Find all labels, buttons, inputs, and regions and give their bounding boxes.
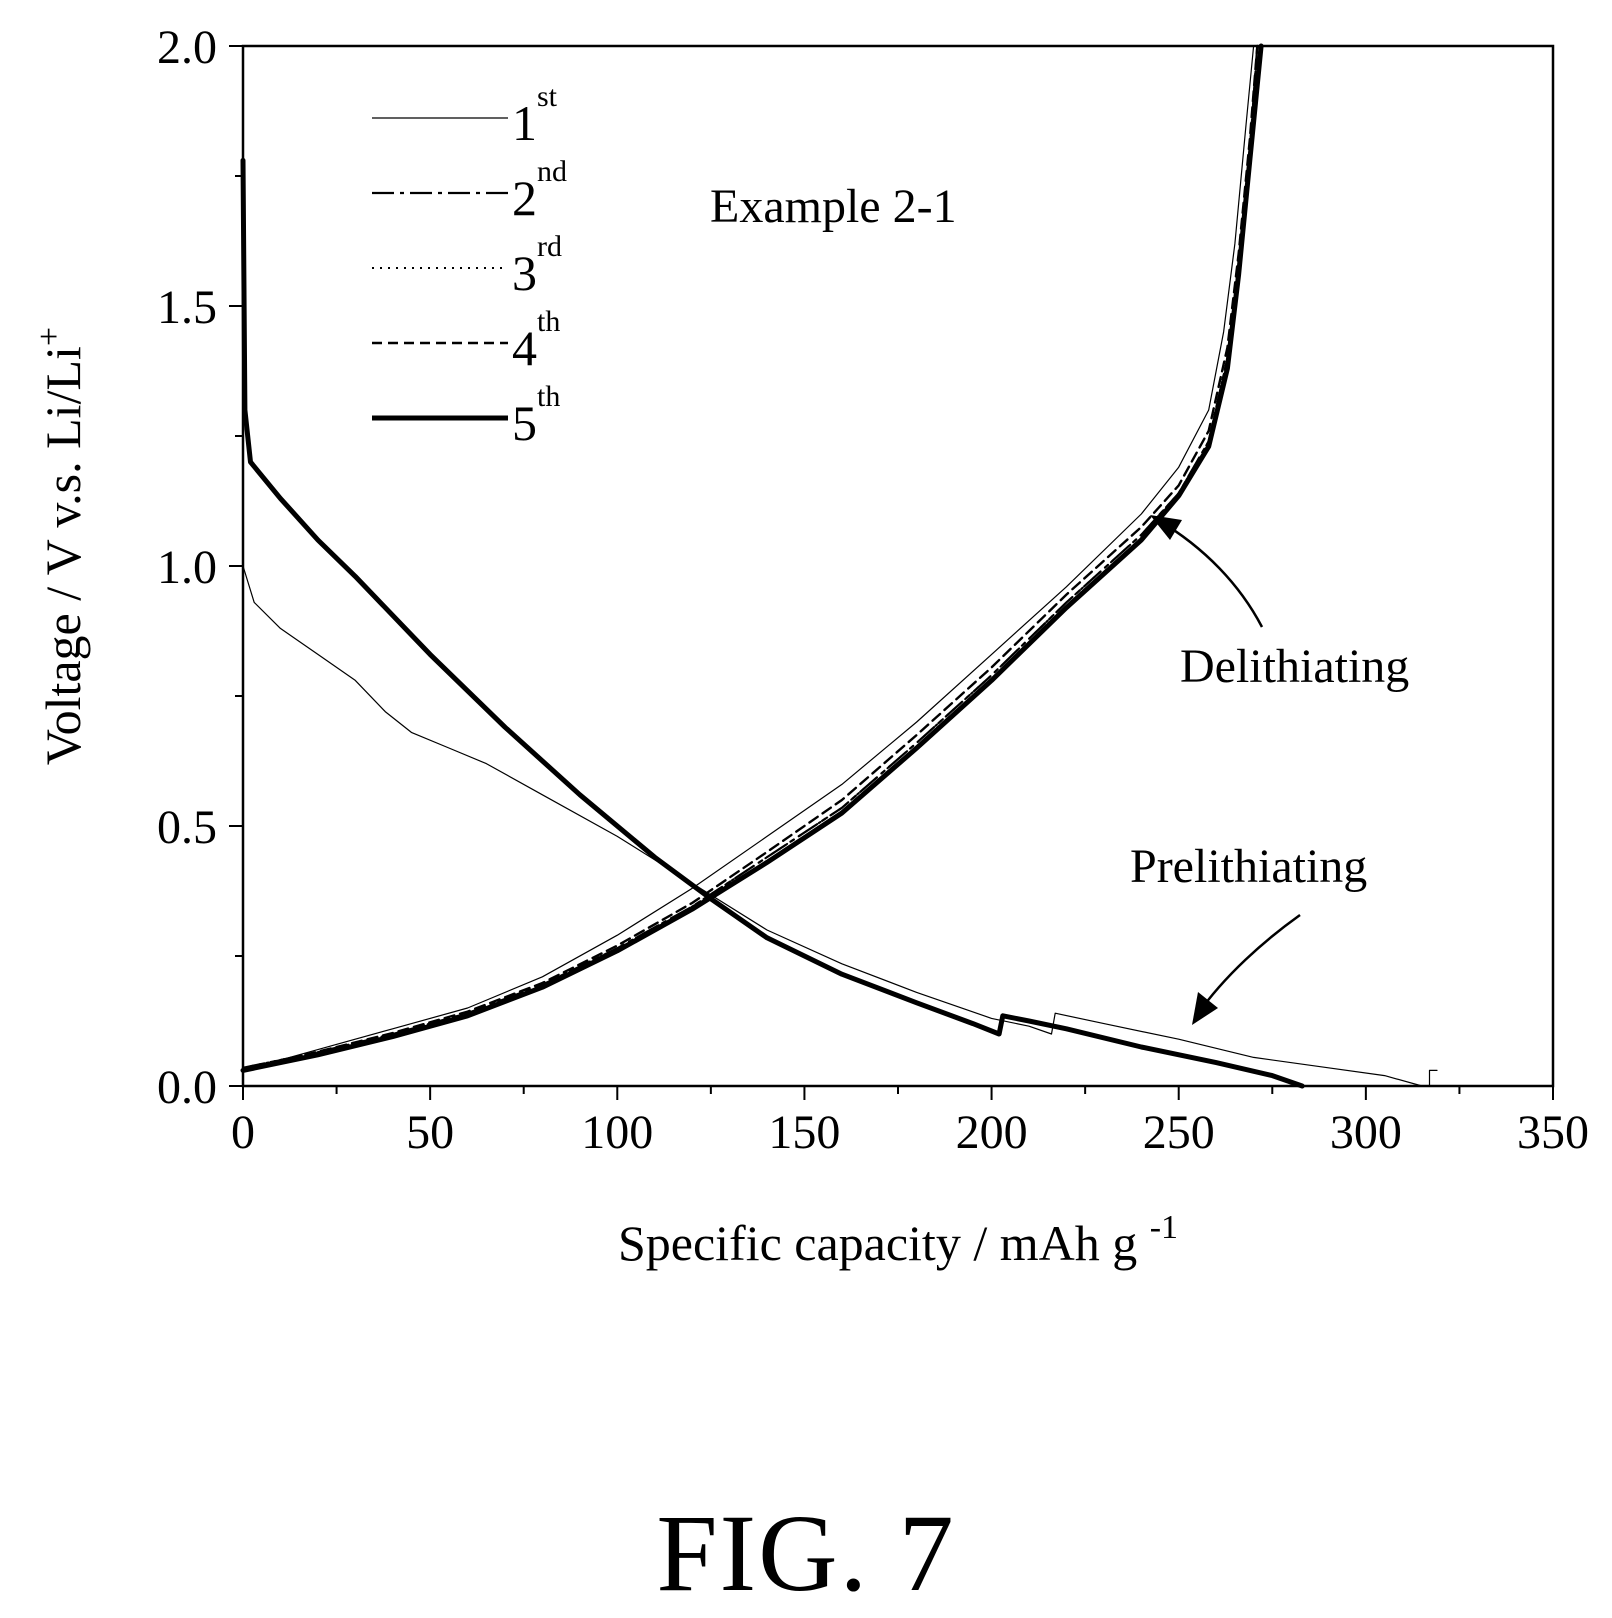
legend-label-superscript: th	[537, 305, 560, 338]
x-tick-label: 300	[1330, 1106, 1402, 1159]
x-tick-label: 50	[406, 1106, 454, 1159]
x-axis-title-superscript: -1	[1150, 1209, 1178, 1246]
x-tick-label: 350	[1517, 1106, 1589, 1159]
legend-label: 5th	[512, 380, 560, 451]
x-axis-title: Specific capacity / mAh g -1	[618, 1209, 1178, 1271]
plot-area: 0 50 100 150 200 250 300 350 0.0 0.5 1.0 1.5 2.0 Spec…	[31, 21, 1589, 1271]
annotation-prelithiating-arrowhead	[1192, 992, 1218, 1025]
y-tick-label: 1.5	[157, 281, 217, 334]
series-1-lithiation-line	[242, 565, 1438, 1087]
series-5-delithiation-line	[240, 43, 1264, 1073]
series-5-lithiation-line	[240, 157, 1305, 1089]
annotation-delithiating-arrow	[1157, 518, 1264, 628]
x-tick-label: 0	[231, 1106, 255, 1159]
annotation-prelithiating-arrow	[1195, 913, 1301, 1016]
legend-label-superscript: nd	[537, 155, 567, 188]
y-axis-title-superscript: +	[31, 327, 68, 346]
annotation-delithiating-arrowhead	[1150, 515, 1182, 540]
y-tick-label: 0.5	[157, 801, 217, 854]
annotation-prelithiating: Prelithiating	[1130, 840, 1367, 893]
y-tick-label: 0.0	[157, 1061, 217, 1114]
legend-label-superscript: st	[537, 80, 558, 113]
legend-label: 4th	[512, 305, 560, 376]
annotation-delithiating: Delithiating	[1180, 640, 1409, 693]
legend-label-superscript: rd	[537, 230, 562, 263]
legend-label: 2nd	[512, 155, 567, 226]
x-tick-label: 250	[1143, 1106, 1215, 1159]
legend-label: 1st	[512, 80, 558, 151]
y-tick-label: 1.0	[157, 541, 217, 594]
legend-label-superscript: th	[537, 380, 560, 413]
x-tick-label: 100	[581, 1106, 653, 1159]
y-tick-label: 2.0	[157, 21, 217, 74]
y-axis-title: Voltage / V v.s. Li/Li+	[31, 327, 91, 765]
series-1-delithiation-line	[242, 45, 1255, 1071]
figure-caption: FIG. 7	[656, 1492, 956, 1614]
legend-label: 3rd	[512, 230, 562, 301]
panel-label: Example 2-1	[710, 180, 957, 233]
x-tick-label: 150	[768, 1106, 840, 1159]
x-tick-label: 200	[956, 1106, 1028, 1159]
